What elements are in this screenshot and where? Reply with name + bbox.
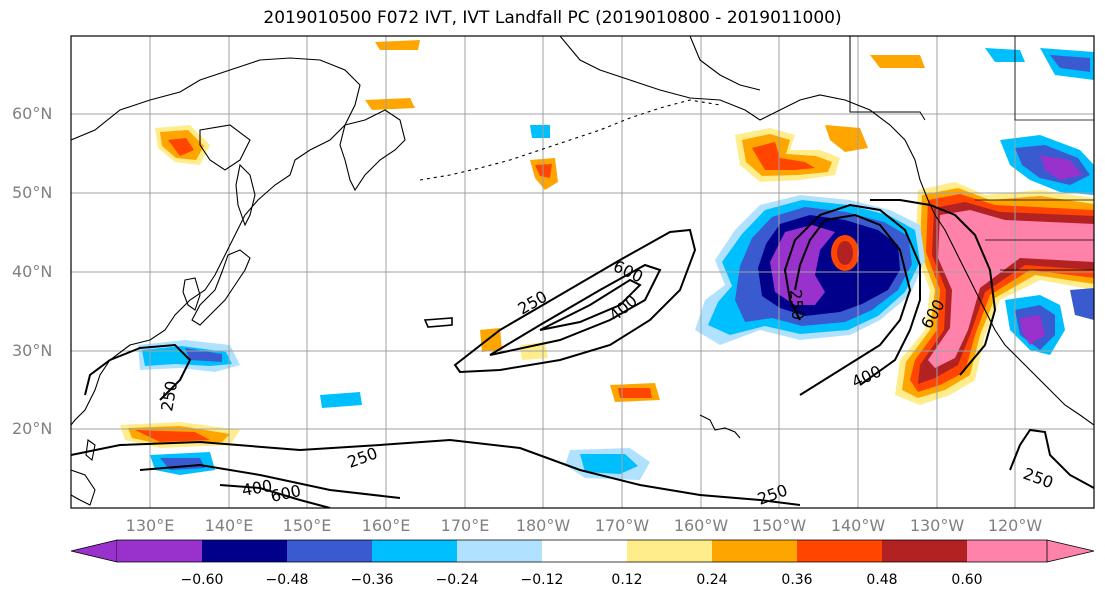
colorbar [70, 539, 1095, 563]
figure-title: 2019010500 F072 IVT, IVT Landfall PC (20… [263, 8, 842, 28]
alaska-positive-anomaly [735, 125, 868, 182]
lat-label: 50°N [12, 183, 53, 202]
lat-label: 60°N [12, 104, 53, 123]
lon-label: 140°E [204, 516, 254, 535]
lat-label: 40°N [12, 262, 53, 281]
lon-label: 160°W [673, 516, 729, 535]
lat-label: 20°N [12, 419, 53, 438]
colorbar-tick-label: 0.48 [866, 572, 898, 588]
canada-negative-anomaly [985, 48, 1094, 355]
lon-label: 140°W [830, 516, 886, 535]
lon-label: 160°E [361, 516, 411, 535]
lon-label: 150°E [282, 516, 332, 535]
colorbar-tick-label: −0.48 [265, 572, 309, 588]
lon-label: 130°E [125, 516, 175, 535]
lon-label: 120°W [987, 516, 1043, 535]
lon-label: 170°E [440, 516, 490, 535]
colorbar-tick-label: −0.12 [520, 572, 564, 588]
lon-label: 170°W [594, 516, 650, 535]
map-area: 250 400 600 250 400 600 250 250 400 600 … [71, 36, 1094, 508]
lon-label: 150°W [751, 516, 807, 535]
ivt-contours [71, 199, 1094, 508]
colorbar-tick-label: −0.24 [435, 572, 479, 588]
colorbar-tick-label: 0.24 [696, 572, 728, 588]
colorbar-tick-label: 0.36 [781, 572, 813, 588]
colorbar-tick-label: −0.60 [180, 572, 224, 588]
coastlines [71, 36, 1094, 506]
lon-label: 130°W [909, 516, 965, 535]
colorbar-tick-label: 0.60 [951, 572, 983, 588]
map-frame [70, 35, 1095, 509]
lat-label: 30°N [12, 341, 53, 360]
colorbar-tick-label: 0.12 [611, 572, 643, 588]
graticule [71, 36, 1094, 508]
lon-label: 180°W [515, 516, 571, 535]
contour-label: 250 [786, 289, 808, 321]
colorbar-tick-label: −0.36 [350, 572, 394, 588]
